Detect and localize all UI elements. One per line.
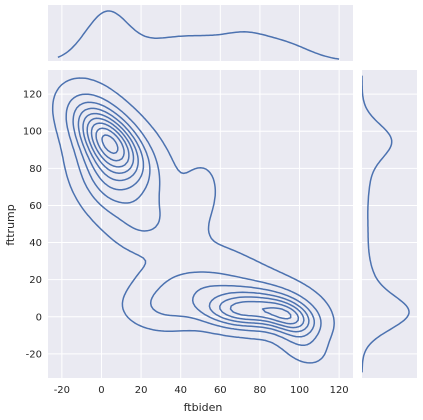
kde-contour-level-5: [82, 112, 305, 329]
x-tick-label: 20: [135, 385, 148, 396]
y-tick-label: 60: [29, 201, 42, 212]
x-tick-label: 60: [214, 385, 227, 396]
x-marginal-kde-line: [57, 10, 340, 60]
y-marginal-kde-line: [362, 75, 410, 373]
y-tick-label: 100: [23, 127, 42, 138]
x-tick-label: 0: [98, 385, 104, 396]
x-tick-label: -20: [54, 385, 70, 396]
kde-contour-level-1: [51, 77, 335, 364]
kde-contour-level-7: [90, 122, 292, 320]
y-axis-ticks: -20 0 20 40 60 80 100 120: [23, 90, 42, 361]
joint-background: [48, 70, 353, 378]
joint-kde-panel: [48, 70, 353, 378]
right-background: [362, 70, 417, 378]
x-marginal-kde-panel: [48, 5, 353, 61]
kde-contour-level-9: [101, 134, 119, 155]
y-tick-label: 20: [29, 275, 42, 286]
x-tick-label: 40: [174, 385, 187, 396]
x-tick-label: 80: [254, 385, 267, 396]
y-tick-label: -20: [26, 349, 42, 360]
y-tick-label: 40: [29, 238, 42, 249]
kde-contour-level-8: [95, 127, 125, 162]
kde-contour-level-6: [86, 117, 300, 325]
y-tick-label: 120: [23, 90, 42, 101]
top-background: [48, 5, 353, 61]
y-axis-label: fttrump: [4, 204, 17, 246]
y-tick-label: 0: [36, 312, 42, 323]
x-tick-label: 120: [330, 385, 349, 396]
y-tick-label: 80: [29, 164, 42, 175]
y-marginal-kde-panel: [362, 70, 417, 378]
kde-contour-level-4: [77, 107, 310, 333]
kde-contour-level-2: [65, 93, 322, 347]
x-axis-ticks: -20 0 20 40 60 80 100 120: [54, 385, 349, 396]
kde-contour-level-3: [72, 101, 316, 338]
x-tick-label: 100: [290, 385, 309, 396]
x-axis-label: ftbiden: [184, 401, 223, 414]
